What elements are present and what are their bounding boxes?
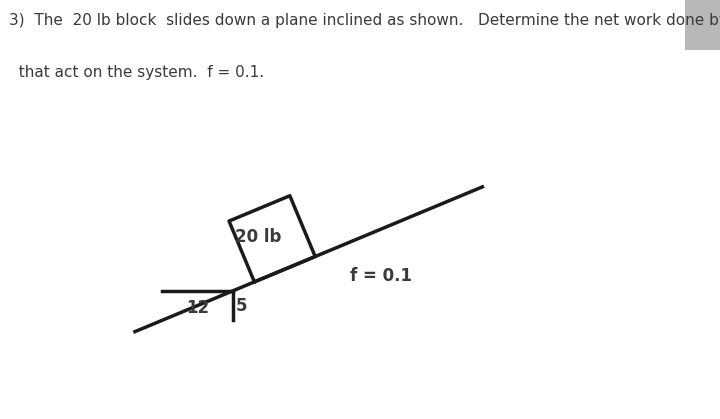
Text: 5: 5	[236, 297, 248, 315]
Text: that act on the system.  f = 0.1.: that act on the system. f = 0.1.	[9, 65, 264, 80]
Text: 3)  The  20 lb block  slides down a plane inclined as shown.   Determine the net: 3) The 20 lb block slides down a plane i…	[9, 13, 720, 28]
Text: 20 lb: 20 lb	[235, 228, 282, 246]
Text: 12: 12	[186, 299, 209, 317]
Text: f = 0.1: f = 0.1	[351, 267, 413, 285]
Bar	[685, 0, 720, 50]
